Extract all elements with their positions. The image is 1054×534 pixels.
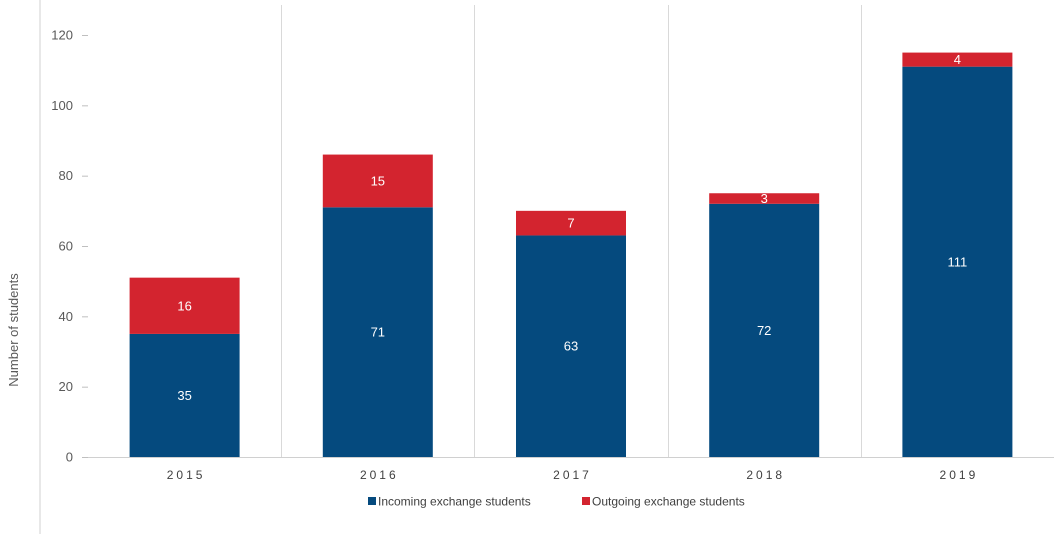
bars [129,52,1013,458]
bar-outgoing [902,52,1013,67]
data-label: 16 [177,298,191,313]
legend-item-incoming: Incoming exchange students [368,495,531,509]
data-label: 3 [761,191,768,206]
legend-item-outgoing: Outgoing exchange students [582,495,745,509]
category-separators [281,5,862,457]
y-tick-label: 120 [51,28,73,43]
y-tick-label: 100 [51,98,73,113]
x-tick-label: 2015 [167,468,206,482]
bar-incoming [709,203,820,457]
bar-incoming [902,66,1013,458]
x-tick-label: 2016 [360,468,399,482]
bar-incoming [129,333,240,457]
y-tick-label: 40 [59,309,73,324]
y-tick-label: 60 [59,239,73,254]
y-axis-ticks: 0 20 40 60 80 100 120 [51,28,88,465]
x-tick-label: 2018 [746,468,785,482]
data-labels: 35 16 71 15 63 7 72 3 111 4 [177,52,967,403]
bar-outgoing [322,154,433,208]
y-tick-label: 20 [59,379,73,394]
bar-incoming [516,235,626,457]
legend: Incoming exchange students Outgoing excha… [368,495,745,509]
data-label: 71 [371,325,385,340]
data-label: 15 [371,173,385,188]
data-label: 4 [954,52,961,67]
legend-swatch [582,497,590,505]
data-label: 35 [177,388,191,403]
data-label: 63 [564,339,578,354]
x-tick-label: 2019 [940,468,979,482]
y-axis-label: Number of students [6,273,21,387]
x-axis-ticks: 2015 2016 2017 2018 2019 [167,468,979,482]
legend-label: Outgoing exchange students [592,495,745,509]
legend-label: Incoming exchange students [378,495,531,509]
x-tick-label: 2017 [553,468,592,482]
legend-swatch [368,497,376,505]
bar-outgoing [129,277,240,334]
y-tick-label: 80 [59,168,73,183]
bar-outgoing [516,210,626,236]
data-label: 111 [948,254,968,269]
y-tick-label: 0 [66,450,73,465]
bar-incoming [322,207,433,457]
data-label: 72 [757,323,771,338]
data-label: 7 [567,216,574,231]
bar-outgoing [709,193,820,204]
